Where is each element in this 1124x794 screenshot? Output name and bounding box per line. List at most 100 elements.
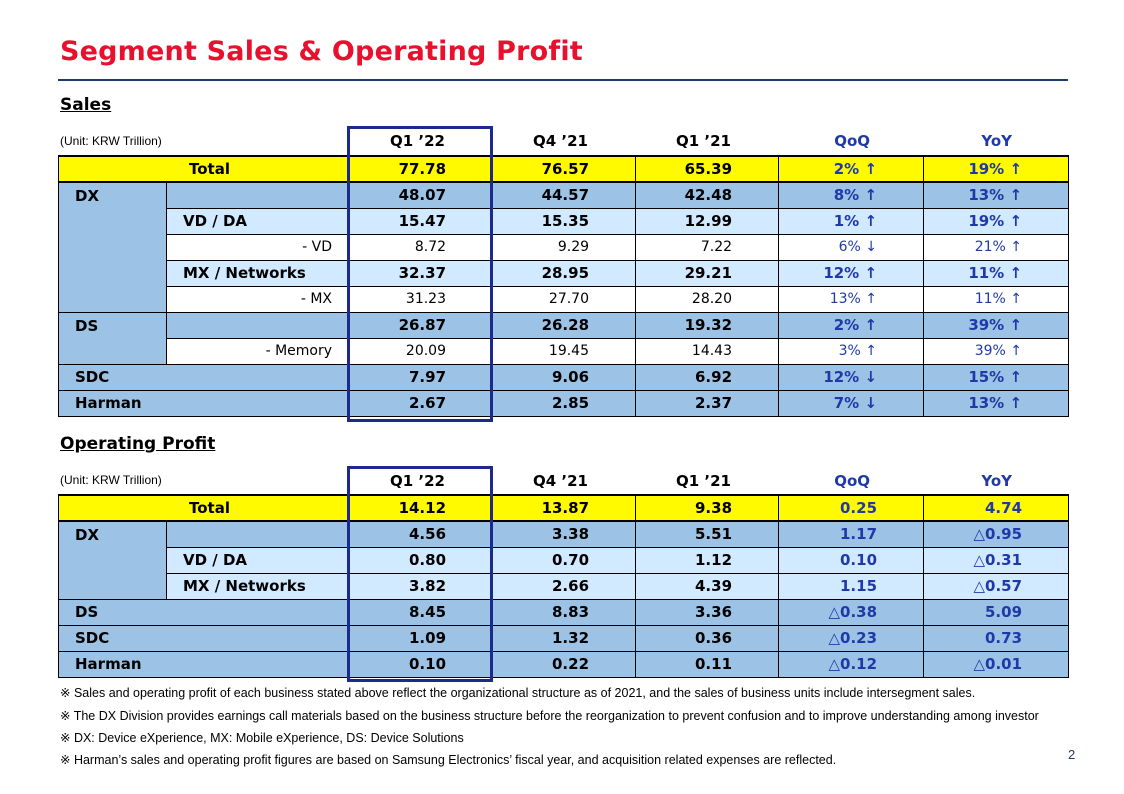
row-label: DS xyxy=(57,598,350,626)
sales-unit-label: (Unit: KRW Trillion) xyxy=(60,134,162,148)
cell-value: 2.85 xyxy=(492,389,637,417)
row-label: - Memory xyxy=(165,337,350,365)
table-row: Harman 0.10 0.22 0.11 △0.12 △0.01 xyxy=(57,650,1070,678)
cell-value: 4.39 xyxy=(635,572,780,600)
spacer-cell xyxy=(166,181,350,209)
page-number: 2 xyxy=(1068,747,1076,762)
row-label: DX xyxy=(58,520,167,600)
cell-value: 4.56 xyxy=(348,520,494,548)
table-row: MX / Networks 3.82 2.66 4.39 1.15 △0.57 xyxy=(59,572,1070,600)
op-col-yoy: YoY xyxy=(981,472,1012,490)
cell-value: 14.43 xyxy=(635,337,780,365)
cell-qoq: 1.15 xyxy=(778,572,925,600)
cell-yoy: 11% ↑ xyxy=(923,285,1070,313)
cell-qoq: 12% ↑ xyxy=(778,259,925,287)
op-col-q1-22: Q1 ’22 xyxy=(390,472,445,490)
row-label: VD / DA xyxy=(165,207,350,235)
cell-qoq: 0.25 xyxy=(778,494,925,522)
sales-col-q4-21: Q4 ’21 xyxy=(533,132,588,150)
cell-value: 26.87 xyxy=(348,311,494,339)
cell-yoy: 0.73 xyxy=(923,624,1070,652)
cell-value: 7.97 xyxy=(348,363,494,391)
spacer-cell xyxy=(166,311,350,339)
cell-yoy: 19% ↑ xyxy=(923,207,1070,235)
cell-value: 44.57 xyxy=(492,181,637,209)
cell-value: 9.06 xyxy=(492,363,637,391)
cell-value: 0.10 xyxy=(348,650,494,678)
cell-value: 1.12 xyxy=(635,546,780,574)
cell-yoy: △0.95 xyxy=(923,520,1070,548)
cell-value: 48.07 xyxy=(348,181,494,209)
cell-value: 1.32 xyxy=(492,624,637,652)
footnote: ※ Sales and operating profit of each bus… xyxy=(60,686,976,700)
cell-qoq: 3% ↑ xyxy=(778,337,925,365)
row-label: MX / Networks xyxy=(165,572,350,600)
spacer-cell xyxy=(166,520,350,548)
cell-value: 32.37 xyxy=(348,259,494,287)
cell-value: 8.45 xyxy=(348,598,494,626)
row-label: - MX xyxy=(165,285,350,313)
sales-col-q1-22: Q1 ’22 xyxy=(390,132,445,150)
cell-qoq: 13% ↑ xyxy=(778,285,925,313)
sales-heading: Sales xyxy=(60,95,112,115)
sales-col-yoy: YoY xyxy=(981,132,1012,150)
cell-yoy: 39% ↑ xyxy=(923,311,1070,339)
table-row: DX 4.56 3.38 5.51 1.17 △0.95 xyxy=(58,520,1070,600)
row-label: Total xyxy=(57,494,350,522)
cell-value: 9.29 xyxy=(492,233,637,261)
row-label: Harman xyxy=(57,650,350,678)
cell-value: 7.22 xyxy=(635,233,780,261)
cell-value: 9.38 xyxy=(635,494,780,522)
cell-value: 0.11 xyxy=(635,650,780,678)
op-col-q1-21: Q1 ’21 xyxy=(676,472,731,490)
sales-col-q1-21: Q1 ’21 xyxy=(676,132,731,150)
cell-qoq: △0.38 xyxy=(778,598,925,626)
cell-value: 8.83 xyxy=(492,598,637,626)
table-row: DX 48.07 44.57 42.48 8% ↑ 13% ↑ xyxy=(58,181,1070,313)
table-row: Total 77.78 76.57 65.39 2% ↑ 19% ↑ xyxy=(57,155,1070,183)
table-row: Total 14.12 13.87 9.38 0.25 4.74 xyxy=(57,494,1070,522)
cell-value: 28.20 xyxy=(635,285,780,313)
row-label: - VD xyxy=(165,233,350,261)
cell-yoy: 15% ↑ xyxy=(923,363,1070,391)
cell-value: 3.38 xyxy=(492,520,637,548)
cell-qoq: △0.23 xyxy=(778,624,925,652)
row-label: SDC xyxy=(57,624,350,652)
cell-yoy: △0.31 xyxy=(923,546,1070,574)
cell-value: 26.28 xyxy=(492,311,637,339)
cell-value: 65.39 xyxy=(635,155,780,183)
op-col-qoq: QoQ xyxy=(834,472,870,490)
op-unit-label: (Unit: KRW Trillion) xyxy=(60,473,162,487)
footnote: ※ DX: Device eXperience, MX: Mobile eXpe… xyxy=(60,731,464,745)
cell-value: 15.35 xyxy=(492,207,637,235)
cell-yoy: 4.74 xyxy=(923,494,1070,522)
cell-value: 27.70 xyxy=(492,285,637,313)
cell-qoq: 1% ↑ xyxy=(778,207,925,235)
cell-qoq: 0.10 xyxy=(778,546,925,574)
row-label: VD / DA xyxy=(165,546,350,574)
cell-value: 13.87 xyxy=(492,494,637,522)
title-divider xyxy=(58,79,1068,81)
cell-value: 76.57 xyxy=(492,155,637,183)
cell-qoq: 7% ↓ xyxy=(778,389,925,417)
table-row: DS 26.87 26.28 19.32 2% ↑ 39% ↑ xyxy=(58,311,1070,365)
table-row: DS 8.45 8.83 3.36 △0.38 5.09 xyxy=(57,598,1070,626)
cell-value: 2.37 xyxy=(635,389,780,417)
cell-qoq: 6% ↓ xyxy=(778,233,925,261)
cell-yoy: 13% ↑ xyxy=(923,181,1070,209)
row-label: Total xyxy=(57,155,350,183)
cell-value: 42.48 xyxy=(635,181,780,209)
table-row: - MX 31.23 27.70 28.20 13% ↑ 11% ↑ xyxy=(59,285,1070,313)
table-row: - Memory 20.09 19.45 14.43 3% ↑ 39% ↑ xyxy=(59,337,1070,365)
cell-yoy: 39% ↑ xyxy=(923,337,1070,365)
cell-qoq: 2% ↑ xyxy=(778,155,925,183)
cell-qoq: 2% ↑ xyxy=(778,311,925,339)
row-label: DS xyxy=(58,311,167,365)
table-row: SDC 7.97 9.06 6.92 12% ↓ 15% ↑ xyxy=(57,363,1070,391)
cell-yoy: 21% ↑ xyxy=(923,233,1070,261)
cell-value: 0.22 xyxy=(492,650,637,678)
table-row: Harman 2.67 2.85 2.37 7% ↓ 13% ↑ xyxy=(57,389,1070,417)
cell-yoy: 5.09 xyxy=(923,598,1070,626)
op-table: Total 14.12 13.87 9.38 0.25 4.74 DX 4.56… xyxy=(57,494,1070,678)
cell-value: 2.67 xyxy=(348,389,494,417)
